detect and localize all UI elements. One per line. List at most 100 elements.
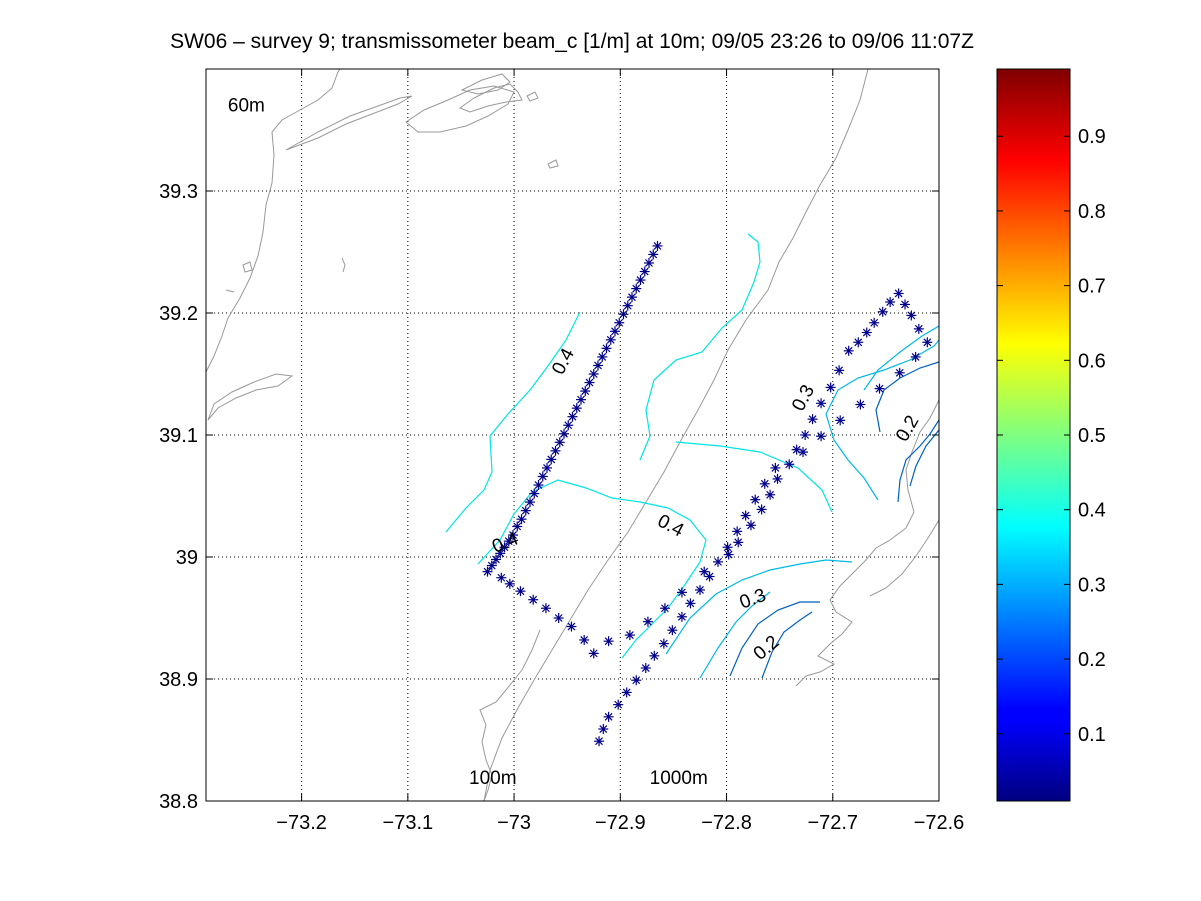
depth-labels: 60m 100m 1000m — [228, 96, 708, 789]
station-marker — [816, 398, 827, 409]
station-marker — [504, 578, 515, 589]
station-marker — [546, 454, 557, 465]
x-tick-label: −73.1 — [383, 812, 434, 834]
colorbar-tick-label: 0.6 — [1078, 350, 1106, 372]
bathymetry-small-feature-4 — [547, 159, 559, 169]
station-marker — [759, 478, 770, 489]
station-marker — [486, 560, 497, 571]
station-marker — [640, 663, 651, 674]
station-marker — [798, 447, 809, 458]
x-tick-label: −72.6 — [914, 812, 965, 834]
bathymetry-small-feature-1 — [526, 91, 539, 102]
station-marker — [750, 494, 761, 505]
contour-line-0.2-e — [761, 611, 813, 679]
depth-label: 1000m — [650, 768, 708, 789]
station-marker — [784, 459, 795, 470]
station-marker — [770, 462, 781, 473]
station-marker — [528, 594, 539, 605]
colorbar-tick-label: 0.5 — [1078, 425, 1106, 447]
station-marker — [597, 351, 608, 362]
x-tick-label: −72.8 — [701, 812, 752, 834]
station-marker — [910, 351, 921, 362]
station-marker — [499, 542, 510, 553]
station-marker — [621, 687, 632, 698]
station-marker — [869, 317, 880, 328]
station-marker — [816, 431, 827, 442]
station-marker — [529, 488, 540, 499]
station-marker — [567, 411, 578, 422]
station-marker — [584, 377, 595, 388]
station-markers — [482, 240, 933, 747]
y-tick-label: 39.2 — [159, 303, 198, 325]
station-marker — [482, 566, 493, 577]
colorbar: 0.1 0.2 0.3 0.4 0.5 0.6 0.7 0.8 0.9 — [996, 68, 1106, 802]
station-marker — [877, 306, 888, 317]
contour-line-0.3-a — [665, 559, 853, 655]
station-marker — [580, 386, 591, 397]
station-marker — [853, 337, 864, 348]
bathymetry-coast-line-south — [869, 519, 939, 597]
station-marker — [542, 462, 553, 473]
station-marker — [913, 323, 924, 334]
station-marker — [765, 489, 776, 500]
bathymetry-1000m-line — [483, 69, 869, 801]
colorbar-tick-label: 0.2 — [1078, 649, 1106, 671]
y-tick-label: 38.9 — [159, 669, 198, 691]
station-marker — [626, 292, 637, 303]
station-marker — [515, 586, 526, 597]
station-marker — [732, 526, 743, 537]
x-tick-label: −72.9 — [595, 812, 646, 834]
bathymetry-60m-island-3 — [405, 85, 515, 133]
station-marker — [722, 542, 733, 553]
colorbar-ticks: 0.1 0.2 0.3 0.4 0.5 0.6 0.7 0.8 0.9 — [997, 126, 1106, 746]
station-marker — [667, 625, 678, 636]
station-marker — [512, 521, 523, 532]
colorbar-tick-label: 0.9 — [1078, 126, 1106, 148]
bathymetry-small-feature-3 — [341, 257, 346, 273]
bathymetry-100m-line — [479, 629, 541, 801]
contour-line-0.4-c — [639, 233, 761, 461]
chart-title: SW06 – survey 9; transmissometer beam_c … — [170, 30, 974, 53]
bathymetry-60m-line — [206, 69, 341, 373]
station-marker — [588, 369, 599, 379]
bathymetry-60m-island-2 — [285, 95, 413, 151]
colorbar-tick-label: 0.8 — [1078, 201, 1106, 223]
contour-line-0.3-b — [699, 591, 771, 679]
station-marker — [922, 337, 933, 348]
depth-label: 100m — [469, 768, 517, 789]
contour-line-0.2-d — [729, 601, 820, 677]
station-marker — [745, 520, 756, 531]
station-marker — [614, 317, 625, 328]
contour-line-0.4-a — [445, 311, 581, 533]
station-marker — [520, 505, 531, 516]
station-marker — [525, 497, 536, 508]
station-marker — [598, 724, 609, 735]
station-marker — [652, 240, 663, 251]
contour-line-0.2-a — [875, 361, 939, 433]
station-marker — [631, 675, 642, 686]
contour-line-0.4-d — [675, 441, 833, 513]
station-marker — [533, 480, 544, 491]
station-marker — [643, 257, 654, 268]
station-marker — [713, 556, 724, 567]
station-marker — [733, 537, 744, 548]
bathymetry-coast-line-east — [795, 399, 939, 687]
bathymetry-60m-island-5 — [460, 73, 511, 95]
station-marker — [622, 300, 633, 311]
station-marker — [635, 275, 646, 286]
station-marker — [885, 297, 896, 308]
bathymetry-small-feature-2 — [242, 261, 253, 273]
station-marker — [559, 428, 570, 439]
station-marker — [685, 598, 696, 609]
station-marker — [588, 648, 599, 659]
bathymetry-60m-island-1 — [207, 373, 294, 421]
station-marker — [843, 345, 854, 356]
station-marker — [834, 365, 845, 376]
y-tick-label: 39 — [176, 547, 198, 569]
y-tick-label: 39.1 — [159, 425, 198, 447]
contour-line-0.4-b — [477, 479, 707, 659]
station-marker — [694, 584, 705, 595]
station-marker — [554, 437, 565, 448]
x-tick-label: −72.7 — [807, 812, 858, 834]
